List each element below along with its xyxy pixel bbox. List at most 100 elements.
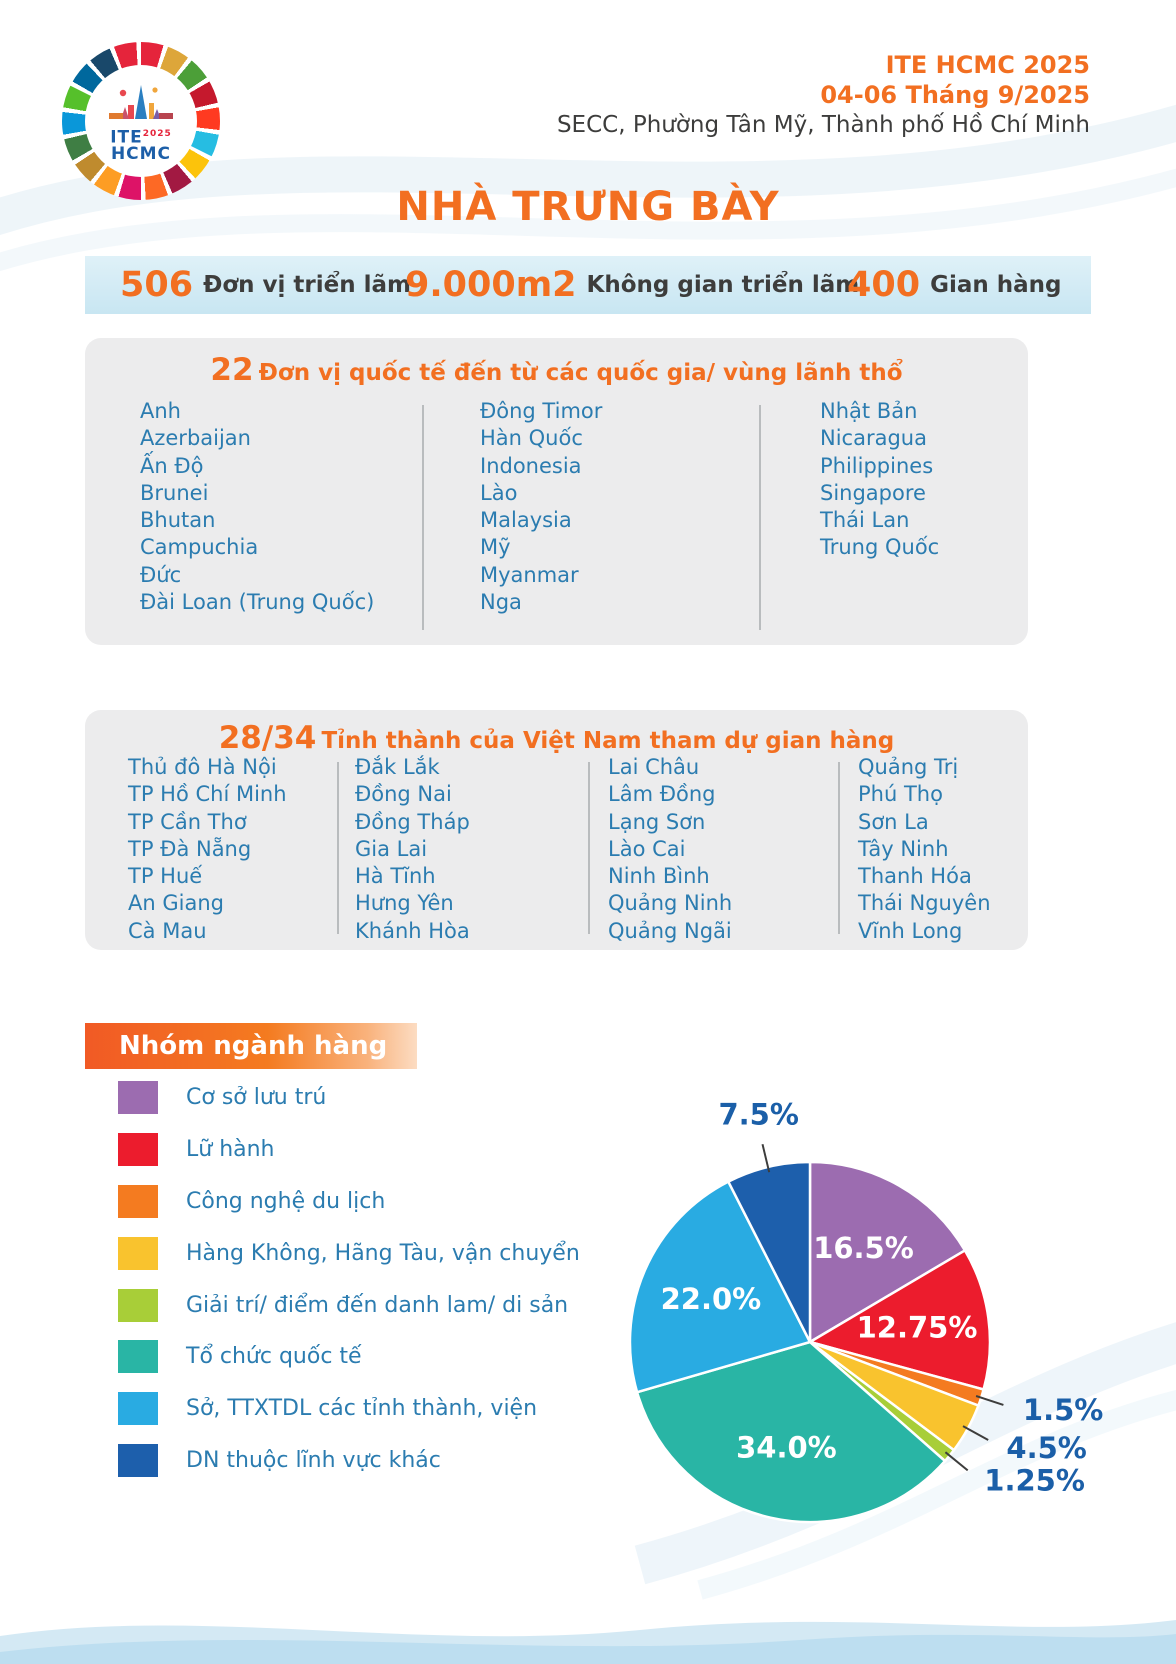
provinces-count: 28/34 xyxy=(218,720,317,756)
page-title: NHÀ TRƯNG BÀY xyxy=(396,184,780,230)
stat-exhibitors: 506 Đơn vị triển lãm xyxy=(120,256,411,314)
province-item: Hà Tĩnh xyxy=(355,864,436,889)
province-item: Phú Thọ xyxy=(858,782,943,807)
pie-slice-5 xyxy=(635,1340,947,1524)
column-divider xyxy=(422,405,424,630)
province-item: Quảng Ninh xyxy=(608,891,733,916)
country-item: Đài Loan (Trung Quốc) xyxy=(140,590,375,615)
legend-label: Lữ hành xyxy=(186,1137,275,1163)
international-units-heading: 22 Đơn vị quốc tế đến từ các quốc gia/ v… xyxy=(85,352,1028,388)
province-item: TP Huế xyxy=(128,864,203,889)
legend-row: Cơ sở lưu trú xyxy=(118,1072,580,1124)
country-item: Philippines xyxy=(820,453,934,478)
province-item: Lâm Đồng xyxy=(608,782,716,807)
province-column-4: Quảng Trị Phú Thọ Sơn La Tây Ninh Thanh Hóa T… xyxy=(858,754,991,945)
logo-text-hcmc: HCMC xyxy=(110,144,172,164)
legend-color-swatch xyxy=(118,1081,158,1115)
province-item: TP Hồ Chí Minh xyxy=(128,782,287,807)
province-item: Gia Lai xyxy=(355,836,428,861)
stat-exhibitors-value: 506 xyxy=(120,265,194,305)
province-column-1: Thủ đô Hà Nội TP Hồ Chí Minh TP Cần Thơ TP … xyxy=(128,754,287,945)
legend-label: Sở, TTXTDL các tỉnh thành, viện xyxy=(186,1396,538,1422)
province-column-2: Đắk Lắk Đồng Nai Đồng Tháp Gia Lai Hà Tĩnh Hư… xyxy=(355,754,470,945)
country-item: Singapore xyxy=(820,480,926,505)
country-item: Mỹ xyxy=(480,535,511,560)
province-item: Cà Mau xyxy=(128,918,207,943)
industry-groups-banner: Nhóm ngành hàng xyxy=(85,1023,417,1069)
event-venue: SECC, Phường Tân Mỹ, Thành phố Hồ Chí Mi… xyxy=(556,112,1090,138)
logo-year: 2025 xyxy=(142,129,172,140)
stat-exhibitors-label: Đơn vị triển lãm xyxy=(203,272,411,298)
province-item: Khánh Hòa xyxy=(355,918,470,943)
country-item: Nga xyxy=(480,590,522,615)
province-item: An Giang xyxy=(128,891,224,916)
legend-label: Hàng Không, Hãng Tàu, vận chuyển xyxy=(186,1240,580,1266)
legend-row: Tổ chức quốc tế xyxy=(118,1331,580,1383)
legend-color-swatch xyxy=(118,1184,158,1218)
stat-booths: 400 Gian hàng xyxy=(847,256,1061,314)
country-column-2: Đông Timor Hàn Quốc Indonesia Lào Malaysia Mỹ… xyxy=(480,398,602,616)
country-column-1: Anh Azerbaijan Ấn Độ Brunei Bhutan Campuchia Đ… xyxy=(140,398,374,616)
province-item: Vĩnh Long xyxy=(858,918,963,943)
legend-label: Cơ sở lưu trú xyxy=(186,1085,327,1111)
pie-slice-label-6: 22.0% xyxy=(661,1282,762,1316)
province-item: Lai Châu xyxy=(608,755,700,779)
country-column-3: Nhật Bản Nicaragua Philippines Singapore Thá… xyxy=(820,398,939,562)
stat-space-label: Không gian triển lãm xyxy=(586,272,860,298)
province-item: Quảng Ngãi xyxy=(608,918,732,943)
industry-groups-banner-text: Nhóm ngành hàng xyxy=(119,1031,388,1061)
legend-row: Lữ hành xyxy=(118,1124,580,1176)
province-item: Tây Ninh xyxy=(858,836,949,861)
legend-label: DN thuộc lĩnh vực khác xyxy=(186,1447,441,1473)
pie-leader-line-4 xyxy=(944,1451,969,1472)
country-item: Trung Quốc xyxy=(820,535,940,560)
pie-slice-label-1: 12.75% xyxy=(857,1311,978,1345)
province-item: Đắk Lắk xyxy=(355,755,440,779)
province-item: TP Cần Thơ xyxy=(128,809,247,834)
stat-space-value: 9.000m2 xyxy=(405,265,577,305)
legend-row: Công nghệ du lịch xyxy=(118,1176,580,1228)
legend-color-swatch xyxy=(118,1288,158,1322)
province-item: TP Đà Nẵng xyxy=(128,836,252,861)
event-name: ITE HCMC 2025 xyxy=(885,51,1090,79)
country-item: Myanmar xyxy=(480,562,579,587)
pie-slice-label-4: 1.25% xyxy=(984,1464,1085,1498)
column-divider xyxy=(759,405,761,630)
province-item: Thanh Hóa xyxy=(858,864,972,889)
country-item: Bhutan xyxy=(140,508,216,533)
country-item: Đức xyxy=(140,562,182,587)
pie-slice-1 xyxy=(806,1248,992,1392)
pie-slice-label-7: 7.5% xyxy=(718,1098,798,1132)
provinces-panel: 28/34 Tỉnh thành của Việt Nam tham dự gi… xyxy=(85,710,1028,950)
province-item: Quảng Trị xyxy=(858,755,959,779)
province-item: Đồng Nai xyxy=(355,782,452,807)
country-item: Thái Lan xyxy=(820,508,910,533)
pie-slice-label-5: 34.0% xyxy=(736,1430,837,1464)
province-item: Hưng Yên xyxy=(355,891,454,916)
legend-color-swatch xyxy=(118,1236,158,1270)
provinces-heading-text: Tỉnh thành của Việt Nam tham dự gian hàn… xyxy=(321,728,895,754)
column-divider xyxy=(337,762,339,934)
pie-legend: Cơ sở lưu trú Lữ hành Công nghệ du lịch … xyxy=(118,1072,580,1486)
province-item: Thủ đô Hà Nội xyxy=(128,755,277,779)
stats-bar: 506 Đơn vị triển lãm 9.000m2 Không gian … xyxy=(85,256,1091,314)
country-item: Campuchia xyxy=(140,535,259,560)
international-heading-text: Đơn vị quốc tế đến từ các quốc gia/ vùng… xyxy=(258,360,903,386)
country-item: Brunei xyxy=(140,480,209,505)
legend-row: Giải trí/ điểm đến danh lam/ di sản xyxy=(118,1279,580,1331)
legend-color-swatch xyxy=(118,1392,158,1426)
legend-color-swatch xyxy=(118,1443,158,1477)
column-divider xyxy=(838,762,840,934)
stat-space: 9.000m2 Không gian triển lãm xyxy=(405,256,859,314)
industry-pie-chart: 16.5% 12.75% 1.5% 4.5%1.25% 34.0% 22.0% 7.5% xyxy=(628,1098,1103,1524)
country-item: Anh xyxy=(140,399,181,423)
province-column-3: Lai Châu Lâm Đồng Lạng Sơn Lào Cai Ninh Bình… xyxy=(608,754,732,945)
country-item: Đông Timor xyxy=(480,399,603,423)
pie-slice-0 xyxy=(808,1160,967,1345)
ite-hcmc-logo: ITE2025 HCMC xyxy=(62,42,220,200)
province-item: Đồng Tháp xyxy=(355,809,470,834)
province-item: Lạng Sơn xyxy=(608,809,706,834)
event-info-block: ITE HCMC 2025 04-06 Tháng 9/2025 SECC, P… xyxy=(557,50,1090,140)
column-divider xyxy=(588,762,590,934)
